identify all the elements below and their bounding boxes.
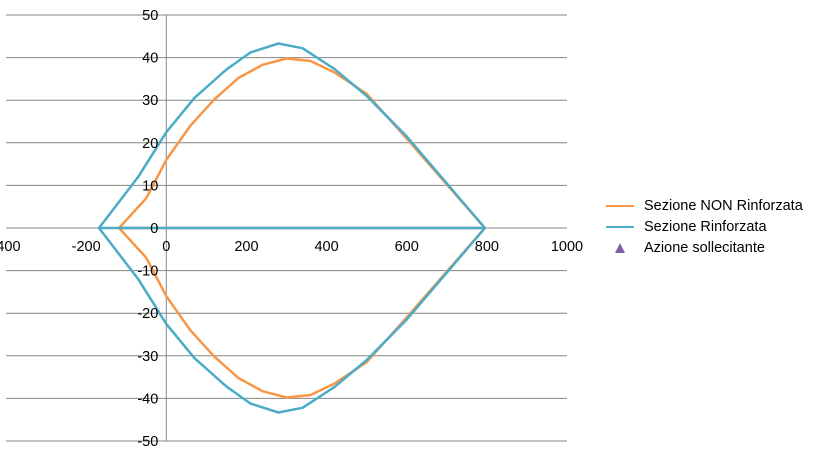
y-tick-label: -50: [137, 434, 158, 450]
legend-swatch-teal-line: [606, 221, 634, 233]
x-tick-label: 600: [395, 239, 419, 255]
x-tick-label: -400: [0, 239, 21, 255]
legend-item-series-0: Sezione NON Rinforzata: [606, 195, 803, 216]
triangle-marker-icon: [615, 242, 625, 253]
legend: Sezione NON Rinforzata Sezione Rinforzat…: [606, 195, 803, 258]
y-tick-label: 30: [142, 93, 158, 109]
legend-label: Sezione Rinforzata: [644, 218, 767, 235]
series-line-0: [117, 57, 487, 399]
y-tick-label: 10: [142, 178, 158, 194]
legend-swatch-orange-line: [606, 200, 634, 212]
y-tick-label: -20: [137, 306, 158, 322]
y-tick-label: -10: [137, 264, 158, 280]
y-tick-label: 0: [150, 221, 158, 237]
legend-item-series-2: Azione sollecitante: [606, 237, 803, 258]
y-tick-label: 40: [142, 51, 158, 67]
x-tick-label: 400: [314, 239, 338, 255]
legend-swatch-triangle-marker: [606, 242, 634, 254]
x-tick-labels: -400 -200 0 200 400 600 800 1000: [0, 239, 583, 255]
y-tick-label: -40: [137, 391, 158, 407]
series-line-1: [97, 42, 487, 414]
x-tick-label: 800: [475, 239, 499, 255]
x-tick-label: 0: [162, 239, 170, 255]
legend-label: Sezione NON Rinforzata: [644, 197, 803, 214]
x-tick-label: -200: [72, 239, 101, 255]
y-tick-label: -30: [137, 349, 158, 365]
y-tick-label: 50: [142, 8, 158, 24]
y-tick-labels: 50 40 30 20 10 0 -10 -20 -30 -40 -50: [137, 8, 158, 450]
y-tick-label: 20: [142, 136, 158, 152]
legend-label: Azione sollecitante: [644, 239, 765, 256]
legend-item-series-1: Sezione Rinforzata: [606, 216, 803, 237]
x-tick-label: 200: [234, 239, 258, 255]
series-layer: [97, 42, 487, 414]
x-tick-label: 1000: [551, 239, 583, 255]
